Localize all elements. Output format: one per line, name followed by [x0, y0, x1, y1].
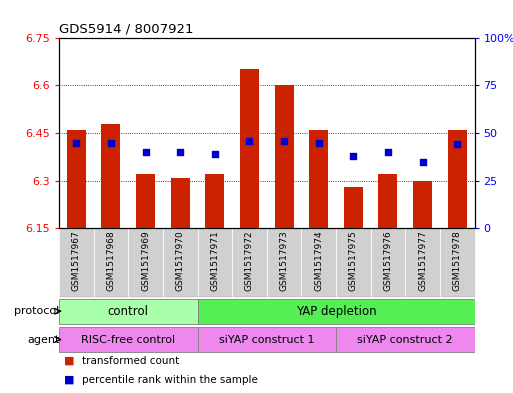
Bar — [128, 228, 163, 297]
Text: transformed count: transformed count — [82, 356, 180, 365]
Point — [245, 138, 253, 144]
Bar — [198, 327, 336, 352]
Text: GSM1517968: GSM1517968 — [106, 230, 115, 291]
Text: siYAP construct 1: siYAP construct 1 — [219, 334, 314, 345]
Point — [176, 149, 184, 155]
Bar — [102, 123, 121, 228]
Text: GSM1517974: GSM1517974 — [314, 230, 323, 291]
Bar — [240, 70, 259, 228]
Point — [280, 138, 288, 144]
Bar — [344, 187, 363, 228]
Text: GSM1517967: GSM1517967 — [72, 230, 81, 291]
Bar — [413, 181, 432, 228]
Bar — [301, 228, 336, 297]
Text: siYAP construct 2: siYAP construct 2 — [358, 334, 453, 345]
Bar — [379, 174, 398, 228]
Bar — [67, 130, 86, 228]
Text: GSM1517973: GSM1517973 — [280, 230, 289, 291]
Bar — [370, 228, 405, 297]
Point — [349, 153, 358, 159]
Bar — [309, 130, 328, 228]
Text: GSM1517971: GSM1517971 — [210, 230, 220, 291]
Text: GSM1517969: GSM1517969 — [141, 230, 150, 291]
Text: YAP depletion: YAP depletion — [295, 305, 377, 318]
Text: GSM1517977: GSM1517977 — [418, 230, 427, 291]
Text: GSM1517976: GSM1517976 — [383, 230, 392, 291]
Bar — [59, 228, 93, 297]
Text: GSM1517978: GSM1517978 — [452, 230, 462, 291]
Bar — [448, 130, 467, 228]
Point — [419, 158, 427, 165]
Point — [142, 149, 150, 155]
Text: GSM1517975: GSM1517975 — [349, 230, 358, 291]
Text: GDS5914 / 8007921: GDS5914 / 8007921 — [59, 22, 193, 35]
Bar — [171, 178, 190, 228]
Bar — [405, 228, 440, 297]
Point — [72, 140, 81, 146]
Bar — [336, 228, 370, 297]
Bar — [198, 228, 232, 297]
Bar — [59, 327, 198, 352]
Bar — [440, 228, 475, 297]
Bar — [205, 174, 224, 228]
Bar — [198, 299, 475, 324]
Point — [453, 141, 461, 148]
Text: agent: agent — [27, 334, 60, 345]
Text: percentile rank within the sample: percentile rank within the sample — [82, 375, 258, 384]
Text: GSM1517972: GSM1517972 — [245, 230, 254, 291]
Text: control: control — [108, 305, 149, 318]
Text: GSM1517970: GSM1517970 — [175, 230, 185, 291]
Bar — [274, 85, 293, 228]
Bar — [267, 228, 301, 297]
Text: ■: ■ — [64, 375, 74, 384]
Bar — [232, 228, 267, 297]
Bar — [163, 228, 198, 297]
Point — [314, 140, 323, 146]
Bar — [93, 228, 128, 297]
Point — [211, 151, 219, 157]
Bar — [336, 327, 475, 352]
Bar — [136, 174, 155, 228]
Point — [384, 149, 392, 155]
Point — [107, 140, 115, 146]
Bar — [59, 299, 198, 324]
Text: ■: ■ — [64, 356, 74, 365]
Text: protocol: protocol — [14, 306, 60, 316]
Text: RISC-free control: RISC-free control — [81, 334, 175, 345]
